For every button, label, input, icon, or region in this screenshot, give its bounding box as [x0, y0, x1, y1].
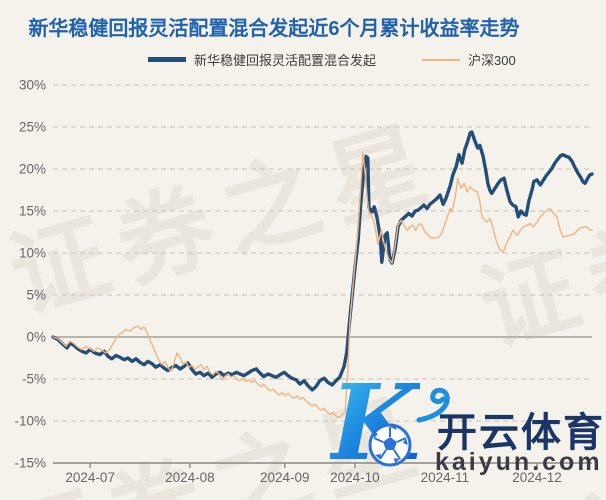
x-tick-label: 2024-09: [260, 470, 310, 485]
y-tick-label: 30%: [19, 78, 46, 93]
legend-index-label: 沪深300: [468, 53, 516, 68]
chart-title: 新华稳健回报灵活配置混合发起近6个月累计收益率走势: [28, 18, 520, 40]
index-series-line: [52, 151, 593, 419]
chart-legend: 新华稳健回报灵活配置混合发起 沪深300: [148, 50, 516, 69]
y-tick-label: 20%: [19, 162, 46, 177]
kaiyun-brand-text: 开云体育: [437, 411, 605, 455]
legend-fund-label: 新华稳健回报灵活配置混合发起: [194, 53, 377, 68]
legend-fund-line-swatch: [148, 57, 186, 62]
legend-index-line-swatch: [422, 58, 461, 61]
y-tick-label: 10%: [19, 246, 46, 261]
y-tick-label: -5%: [22, 372, 46, 387]
x-tick-label: 2024-07: [65, 470, 115, 485]
x-tick-label: 2024-11: [421, 470, 470, 485]
x-tick-label: 2024-12: [512, 470, 562, 485]
y-tick-label: 5%: [26, 288, 46, 303]
fund-series-line: [51, 130, 594, 392]
y-tick-label: 0%: [26, 330, 46, 345]
y-tick-label: -10%: [14, 414, 46, 429]
y-tick-label: 15%: [19, 204, 46, 219]
y-tick-label: -15%: [14, 456, 46, 471]
x-tick-label: 2024-10: [330, 470, 380, 485]
logo-swirl-icon: [416, 387, 450, 423]
x-tick-label: 2024-08: [165, 470, 215, 485]
kaiyun-logo[interactable]: K 开云体育 kaiyun.com: [325, 365, 606, 493]
kaiyun-domain-text: kaiyun.com: [435, 448, 603, 476]
kaiyun-k-mark: K: [330, 361, 421, 484]
y-tick-label: 25%: [19, 120, 46, 135]
soccer-ball-icon: [368, 423, 412, 467]
